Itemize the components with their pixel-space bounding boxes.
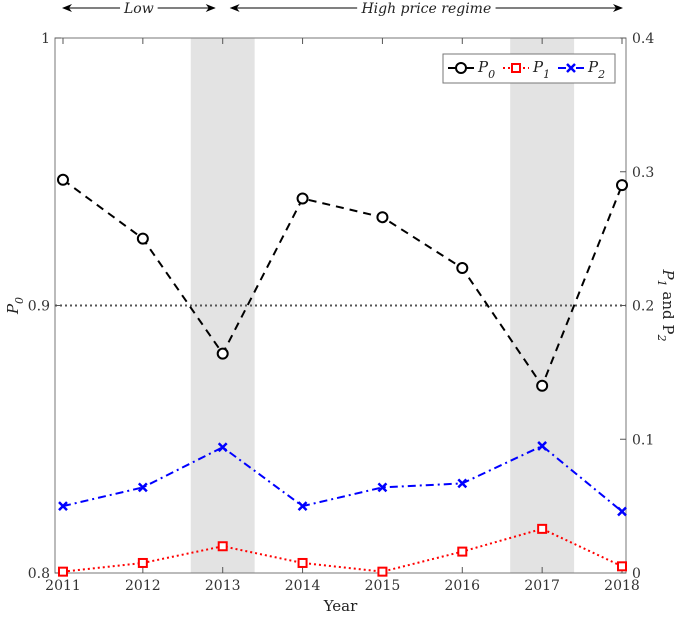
- marker-circle: [296, 192, 309, 205]
- marker-circle: [136, 232, 149, 245]
- marker-circle: [456, 262, 469, 275]
- marker-square: [511, 63, 521, 73]
- marker-circle: [56, 173, 69, 186]
- x-axis-label: Year: [323, 597, 358, 615]
- shaded-region: [510, 38, 575, 573]
- marker-square: [217, 541, 228, 552]
- marker-x: [377, 482, 388, 493]
- legend-label-sub: 2: [597, 68, 605, 81]
- x-tick-label: 2017: [524, 578, 560, 594]
- y-left-tick-label: 0.9: [28, 299, 50, 315]
- marker-square: [137, 557, 148, 568]
- annotation-label: Low: [123, 1, 154, 17]
- x-tick-label: 2018: [604, 578, 640, 594]
- marker-square: [57, 566, 68, 577]
- legend-label-main: P: [587, 58, 599, 76]
- y-right-tick-label: 0.3: [632, 165, 654, 181]
- marker-x: [566, 63, 576, 73]
- y-right-axis-label: P1 and P2: [655, 269, 677, 342]
- marker-circle: [616, 179, 629, 192]
- y-right-tick-label: 0.2: [632, 299, 654, 315]
- legend-label-sub: 1: [543, 68, 550, 81]
- legend-label: P0: [477, 58, 495, 81]
- annotation-label: High price regime: [360, 1, 491, 17]
- y-right-label-p1: P: [659, 269, 677, 281]
- y-right-tick-label: 0: [632, 566, 641, 582]
- y-left-tick-label: 0.8: [28, 566, 50, 582]
- marker-x: [297, 501, 308, 512]
- x-tick-label: 2014: [285, 578, 321, 594]
- y-left-axis-label: P0: [4, 297, 26, 315]
- marker-square: [537, 523, 548, 534]
- y-right-tick-label: 0.1: [632, 432, 654, 448]
- y-right-label-s2: 2: [655, 333, 668, 341]
- marker-square: [457, 546, 468, 557]
- series-line-P_0: [62, 178, 623, 388]
- marker-square: [377, 566, 388, 577]
- y-left-label-main: P: [4, 303, 22, 315]
- y-left-tick-label: 1: [41, 31, 50, 47]
- y-right-label-and: and P: [659, 287, 677, 335]
- y-left-label-sub: 0: [13, 297, 26, 304]
- series-line-P_2: [62, 444, 623, 513]
- legend-label: P2: [587, 58, 605, 81]
- x-tick-label: 2015: [365, 578, 401, 594]
- x-tick-label: 2012: [125, 578, 161, 594]
- legend-label: P1: [532, 58, 550, 81]
- marker-circle: [216, 347, 229, 360]
- marker-circle: [536, 379, 549, 392]
- marker-x: [457, 478, 468, 489]
- x-tick-label: 2011: [45, 578, 81, 594]
- marker-x: [537, 441, 548, 451]
- series-line-P_1: [62, 527, 623, 573]
- y-right-tick-label: 0.4: [632, 31, 654, 47]
- legend-label-sub: 0: [488, 68, 495, 81]
- x-tick-label: 2016: [444, 578, 480, 594]
- marker-x: [58, 501, 68, 512]
- y-right-label-s1: 1: [655, 280, 668, 287]
- marker-circle: [455, 62, 467, 74]
- marker-circle: [376, 211, 389, 224]
- legend-label-main: P: [477, 58, 489, 76]
- marker-square: [297, 557, 308, 568]
- x-tick-label: 2013: [205, 578, 241, 594]
- marker-x: [137, 482, 148, 493]
- legend-label-main: P: [532, 58, 544, 76]
- marker-x: [217, 442, 228, 453]
- marker-x: [617, 506, 627, 517]
- marker-square: [617, 561, 628, 572]
